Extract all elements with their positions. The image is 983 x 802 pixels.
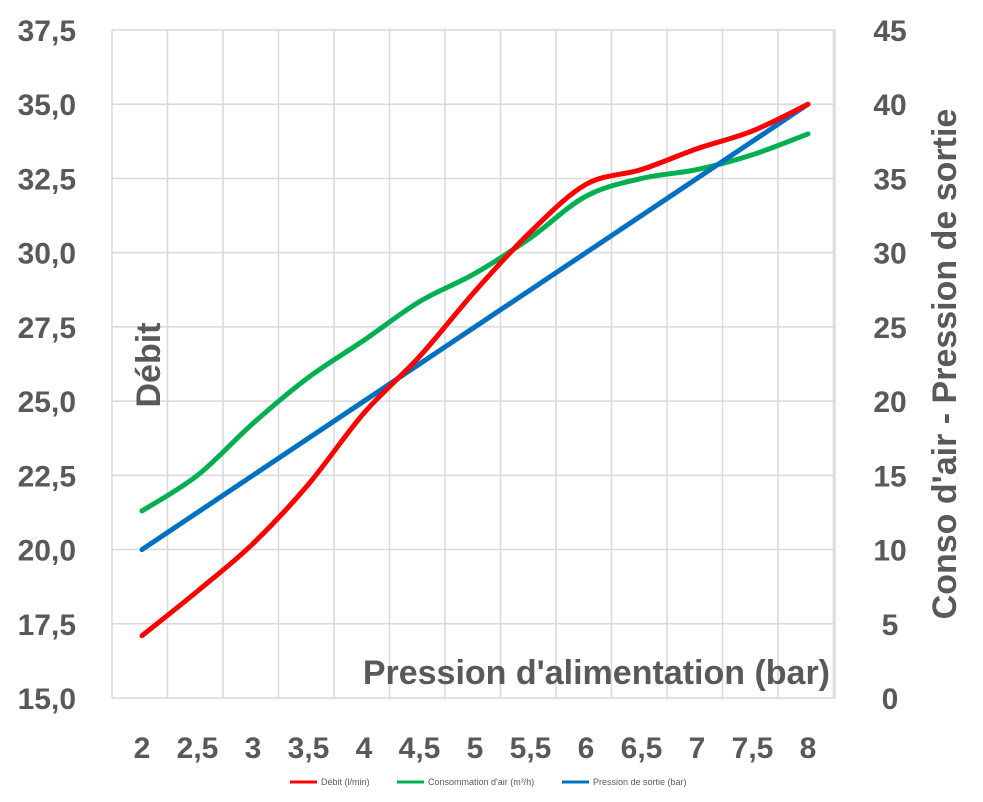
x-tick-label: 7 bbox=[689, 732, 706, 765]
x-tick-label: 4 bbox=[356, 732, 373, 765]
x-tick-label: 2,5 bbox=[177, 732, 219, 765]
x-axis-title: Pression d'alimentation (bar) bbox=[363, 654, 830, 692]
x-tick-label: 5,5 bbox=[510, 732, 552, 765]
y-tick-label: 22,5 bbox=[18, 460, 76, 493]
y-tick-label: 15,0 bbox=[18, 683, 76, 716]
y-axis-title: Débit bbox=[130, 323, 168, 408]
y-tick-label: 27,5 bbox=[18, 312, 76, 345]
legend: Débit (l/min) Consommation d'air (m³/h) Pr… bbox=[290, 777, 687, 787]
y2-tick-label: 20 bbox=[873, 386, 906, 419]
x-tick-label: 8 bbox=[800, 732, 817, 765]
y2-tick-label: 10 bbox=[873, 535, 906, 568]
x-tick-label: 6,5 bbox=[621, 732, 663, 765]
gridlines bbox=[111, 29, 836, 699]
y2-tick-label: 40 bbox=[873, 89, 906, 122]
x-tick-label: 3 bbox=[245, 732, 262, 765]
y2-tick-label: 45 bbox=[873, 15, 906, 48]
y2-axis-title: Conso d'air - Pression de sortie bbox=[926, 109, 964, 620]
x-tick-label: 6 bbox=[578, 732, 595, 765]
y-tick-label: 32,5 bbox=[18, 163, 76, 196]
y2-tick-label: 35 bbox=[873, 163, 906, 196]
series-line-0 bbox=[139, 101, 811, 639]
y-tick-label: 35,0 bbox=[18, 89, 76, 122]
x-tick-label: 7,5 bbox=[732, 732, 774, 765]
y2-tick-label: 25 bbox=[873, 312, 906, 345]
legend-label: Débit (l/min) bbox=[321, 777, 370, 787]
x-tick-label: 2 bbox=[134, 732, 151, 765]
y-tick-label: 20,0 bbox=[18, 535, 76, 568]
left-axis-ticks: 15,0 17,5 20,0 22,5 25,0 27,5 30,0 32,5 35,0 37,5 bbox=[18, 15, 76, 716]
x-tick-label: 3,5 bbox=[288, 732, 330, 765]
y-tick-label: 30,0 bbox=[18, 238, 76, 271]
y2-tick-label: 15 bbox=[873, 460, 906, 493]
y2-tick-label: 5 bbox=[882, 609, 899, 642]
y2-tick-label: 0 bbox=[882, 683, 899, 716]
right-axis-ticks: 0 5 10 15 20 25 30 35 40 45 bbox=[873, 15, 906, 716]
series-lines bbox=[139, 101, 811, 639]
legend-label: Consommation d'air (m³/h) bbox=[428, 777, 534, 787]
y-tick-label: 37,5 bbox=[18, 15, 76, 48]
legend-label: Pression de sortie (bar) bbox=[593, 777, 687, 787]
series-line-2 bbox=[139, 101, 811, 553]
y-tick-label: 17,5 bbox=[18, 609, 76, 642]
series-line-1 bbox=[139, 131, 811, 514]
x-tick-label: 5 bbox=[467, 732, 484, 765]
x-tick-label: 4,5 bbox=[399, 732, 441, 765]
y2-tick-label: 30 bbox=[873, 238, 906, 271]
y-tick-label: 25,0 bbox=[18, 386, 76, 419]
x-axis-ticks: 2 2,5 3 3,5 4 4,5 5 5,5 6 6,5 7 7,5 8 bbox=[134, 732, 817, 765]
